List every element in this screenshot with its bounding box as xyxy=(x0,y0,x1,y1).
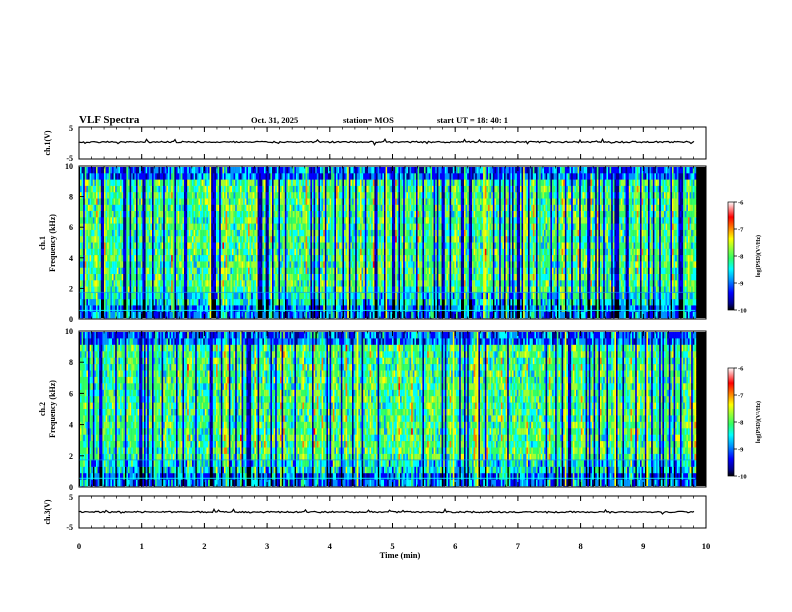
chart-start-time: start UT = 18: 40: 1 xyxy=(437,115,508,125)
frequency-tick-label: 8 xyxy=(69,358,73,367)
ch2-frequency-ylabel: Frequency (kHz) xyxy=(48,380,57,438)
ch1-waveform-panel: 5 -5 ch.1(V) xyxy=(43,124,707,163)
ch1-channel-label: ch.1 xyxy=(38,236,47,250)
x-tick-label: 9 xyxy=(641,541,645,551)
x-tick-label: 7 xyxy=(516,541,521,551)
ch2-colorbar-scale xyxy=(727,367,735,477)
ch1-colorbar-label: log(PSD)(V²/Hz) xyxy=(755,235,762,277)
ch1-ytick-top: 5 xyxy=(69,124,73,133)
ch1-colorbar-scale xyxy=(727,201,735,311)
frequency-tick-label: 6 xyxy=(69,389,73,398)
ch1-frequency-ylabel: Frequency (kHz) xyxy=(48,214,57,272)
frequency-tick-label: 0 xyxy=(69,315,73,324)
colorbar-tick-label: -10 xyxy=(738,474,747,481)
frequency-tick-label: 0 xyxy=(69,483,73,492)
frequency-tick-label: 4 xyxy=(69,254,73,263)
ch2-channel-label: ch.2 xyxy=(38,402,47,416)
chart-station: station= MOS xyxy=(343,115,394,125)
frequency-tick-label: 4 xyxy=(69,421,73,430)
ch3-ytick-top: 5 xyxy=(69,493,73,502)
frequency-tick-label: 2 xyxy=(69,284,73,293)
frequency-tick-label: 10 xyxy=(65,162,73,171)
chart-title: VLF Spectra xyxy=(79,114,140,126)
x-axis-label: Time (min) xyxy=(380,550,421,560)
colorbar-tick-label: -8 xyxy=(738,420,744,427)
ch3-ytick-bottom: -5 xyxy=(66,523,73,532)
ch2-spectrogram-image xyxy=(79,332,706,487)
ch2-colorbar: -6 -7 -8 -9 -10 log(PSD)(V²/Hz) xyxy=(727,366,762,481)
x-tick-label: 1 xyxy=(140,541,144,551)
x-tick-label: 6 xyxy=(453,541,457,551)
frequency-tick-label: 2 xyxy=(69,452,73,461)
x-tick-label: 10 xyxy=(702,541,711,551)
ch1-waveform-trace xyxy=(78,137,695,147)
ch1-spectrogram-panel: 0 2 4 6 8 10 ch.1 Frequency (kHz) xyxy=(38,162,707,324)
x-tick-label: 8 xyxy=(578,541,582,551)
colorbar-tick-label: -9 xyxy=(738,281,744,288)
ch2-spectrogram-panel: 0 2 4 6 8 10 ch.2 Frequency (kHz) xyxy=(38,327,707,492)
ch1-spectrogram-image xyxy=(79,167,706,319)
colorbar-tick-label: -6 xyxy=(738,200,744,207)
x-tick-label: 5 xyxy=(390,541,394,551)
ch2-colorbar-label: log(PSD)(V²/Hz) xyxy=(755,401,762,443)
colorbar-tick-label: -8 xyxy=(738,254,744,261)
ch1-ytick-bottom: -5 xyxy=(66,154,73,163)
ch1-waveform-ylabel: ch.1(V) xyxy=(43,130,52,155)
x-tick-label: 3 xyxy=(265,541,269,551)
colorbar-tick-label: -7 xyxy=(738,393,744,400)
ch1-colorbar: -6 -7 -8 -9 -10 log(PSD)(V²/Hz) xyxy=(727,200,762,315)
frequency-tick-label: 8 xyxy=(69,193,73,202)
colorbar-tick-label: -10 xyxy=(738,308,747,315)
x-tick-label: 0 xyxy=(77,541,81,551)
colorbar-tick-label: -9 xyxy=(738,447,744,454)
frequency-tick-label: 10 xyxy=(65,327,73,336)
frequency-tick-label: 6 xyxy=(69,223,73,232)
colorbar-tick-label: -6 xyxy=(738,366,744,373)
colorbar-tick-label: -7 xyxy=(738,227,744,234)
x-tick-label: 2 xyxy=(202,541,206,551)
ch3-waveform-ylabel: ch.3(V) xyxy=(43,499,52,524)
x-axis: 0 1 2 3 4 5 6 7 8 9 10 xyxy=(77,127,710,551)
ch3-waveform-panel: 5 -5 ch.3(V) xyxy=(43,493,707,532)
ch3-waveform-trace xyxy=(78,507,695,515)
x-tick-label: 4 xyxy=(328,541,333,551)
chart-date: Oct. 31, 2025 xyxy=(251,115,298,125)
